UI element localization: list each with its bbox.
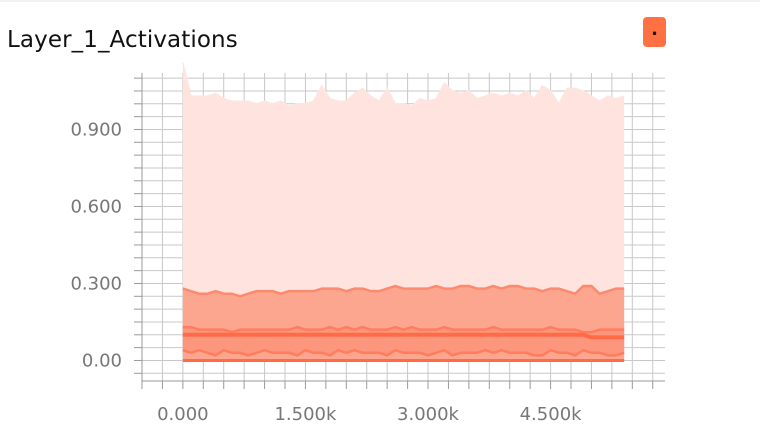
- y-tick-label-2: 0.600: [70, 196, 122, 217]
- x-tick-label-2: 3.000k: [397, 404, 460, 425]
- y-tick-label-3: 0.900: [70, 119, 122, 140]
- y-tick-label-0: 0.00: [82, 350, 122, 371]
- distribution-bands: [182, 62, 625, 361]
- band-inner: [182, 327, 625, 356]
- series-line-1: [182, 325, 625, 334]
- series-line-3: [182, 348, 625, 357]
- axes: 0.00 0.300 0.600 0.900 0.000 1.500k 3.000k 4.50…: [70, 73, 665, 425]
- chart-title: Layer_1_Activations: [7, 27, 238, 53]
- top-border: [0, 0, 760, 2]
- band-outer-edge: [182, 62, 625, 108]
- series-line-2: [182, 332, 625, 340]
- series-lines: [182, 284, 625, 362]
- y-tick-label-1: 0.300: [70, 273, 122, 294]
- series-line-0: [182, 284, 625, 298]
- legend-swatch[interactable]: .: [643, 17, 666, 47]
- x-tick-label-0: 0.000: [157, 404, 209, 425]
- x-tick-label-1: 1.500k: [274, 404, 337, 425]
- x-tick-label-3: 4.500k: [520, 404, 583, 425]
